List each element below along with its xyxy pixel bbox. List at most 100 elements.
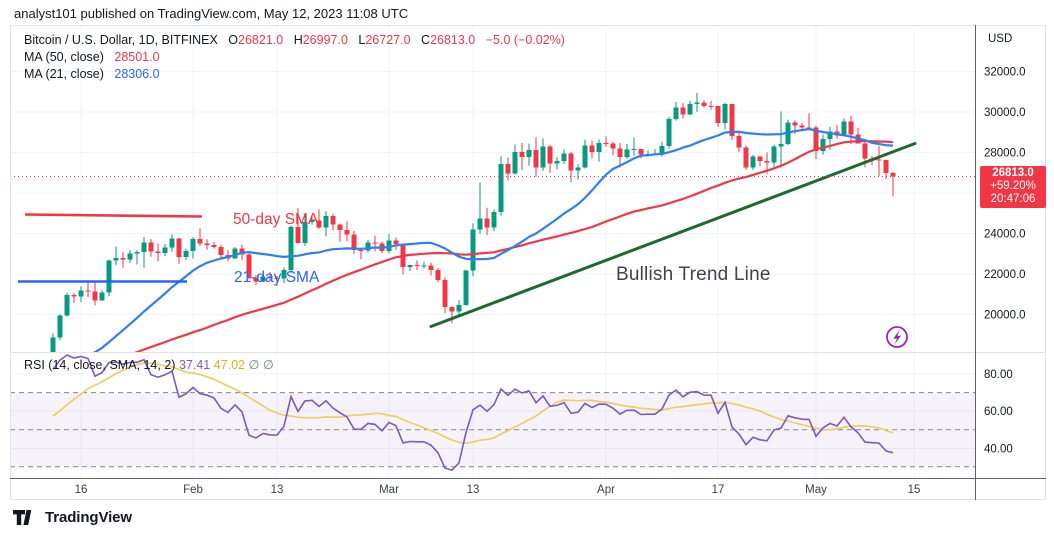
candle-body: [841, 121, 847, 136]
candle-body: [687, 104, 693, 115]
candle-body: [134, 252, 140, 254]
ma50-legend-row[interactable]: MA (50, close) 28501.0: [24, 50, 160, 64]
rsi-label: RSI (14, close, SMA, 14, 2): [24, 358, 176, 372]
ma50-value: 28501.0: [114, 50, 160, 64]
candle-body: [764, 160, 770, 163]
candle-body: [596, 143, 602, 152]
candle-body: [827, 131, 833, 139]
candle-body: [232, 248, 238, 259]
sma50-pointer-line[interactable]: [24, 213, 203, 218]
candle-body: [883, 160, 889, 174]
price-tick-label: 32000.0: [984, 67, 1026, 79]
candle-body: [57, 315, 63, 338]
rsi-legend-row[interactable]: RSI (14, close, SMA, 14, 2) 37.41 47.02 …: [24, 357, 274, 372]
rsi-sma-value: 47.02: [213, 358, 245, 372]
candle-body: [757, 156, 763, 161]
candle-body: [190, 238, 196, 252]
candle-body: [365, 242, 371, 251]
time-tick-label: Feb: [183, 484, 203, 496]
symbol-title: Bitcoin / U.S. Dollar, 1D, BITFINEX: [24, 33, 218, 47]
candle-body: [50, 337, 56, 352]
candle-body: [281, 269, 287, 279]
candle-body: [673, 107, 679, 120]
candle-body: [477, 218, 483, 230]
publish-header: analyst101 published on TradingView.com,…: [14, 6, 409, 21]
bar-close-countdown: 20:47:06: [990, 193, 1036, 205]
last-price-badge: 26813.0 +59.20% 20:47:06: [980, 166, 1046, 208]
candle-body: [708, 105, 714, 107]
candle-body: [253, 277, 259, 282]
tradingview-wordmark: TradingView: [45, 509, 132, 526]
lightning-icon: [893, 329, 901, 345]
boost-button[interactable]: [886, 326, 908, 348]
candles-layer: [50, 92, 896, 352]
candle-body: [155, 251, 161, 254]
candle-body: [302, 221, 308, 244]
candle-body: [148, 242, 154, 252]
candle-body: [533, 149, 539, 168]
candle-body: [414, 265, 420, 267]
price-tick-label: 22000.0: [984, 269, 1026, 281]
candle-body: [463, 270, 469, 306]
price-tick-label: 30000.0: [984, 107, 1026, 119]
time-tick-label: Apr: [597, 484, 615, 496]
candle-body: [470, 229, 476, 271]
price-tick-label: 20000.0: [984, 309, 1026, 321]
candle-body: [778, 143, 784, 147]
ohlc-change: −5.0 (−0.02%): [485, 33, 565, 47]
ohlc-high-label: H: [293, 33, 303, 47]
candle-body: [736, 135, 742, 148]
symbol-legend-row[interactable]: Bitcoin / U.S. Dollar, 1D, BITFINEX O268…: [24, 33, 565, 47]
rsi-empty-badge-1: ∅: [248, 358, 260, 372]
rsi-line: [52, 354, 894, 472]
candle-body: [351, 234, 357, 250]
candle-body: [575, 167, 581, 171]
ma21-legend-row[interactable]: MA (21, close) 28306.0: [24, 67, 160, 81]
candle-body: [204, 243, 210, 245]
rsi-empty-badge-2: ∅: [262, 358, 274, 372]
candle-body: [820, 138, 826, 151]
candle-body: [113, 258, 119, 261]
candle-body: [561, 153, 567, 162]
candle-body: [260, 276, 266, 282]
candle-body: [239, 248, 245, 255]
candle-body: [862, 143, 868, 159]
candle-body: [64, 294, 70, 316]
chart-frame: [10, 25, 1046, 500]
candle-body: [526, 149, 532, 158]
candle-body: [729, 104, 735, 136]
candle-body: [799, 125, 805, 128]
candle-body: [582, 145, 588, 168]
candle-body: [211, 244, 217, 247]
candle-body: [806, 127, 812, 129]
candle-body: [162, 247, 168, 254]
time-tick-label: 15: [908, 484, 921, 496]
rsi-tick-label: 60.00: [984, 406, 1013, 418]
sma21-annotation-label: 21-day SMA: [234, 269, 320, 286]
candle-body: [792, 122, 798, 126]
candle-body: [610, 143, 616, 149]
candle-body: [617, 148, 623, 157]
candle-body: [743, 147, 749, 168]
candle-body: [701, 102, 707, 106]
candle-body: [428, 265, 434, 270]
ohlc-low-value: 26727.0: [365, 33, 411, 47]
candle-body: [407, 265, 413, 267]
candle-body: [638, 149, 644, 155]
candle-body: [848, 121, 854, 135]
last-price-change-pct: +59.20%: [990, 180, 1036, 192]
candle-body: [323, 216, 329, 228]
candle-body: [85, 290, 91, 292]
tradingview-logo-icon: [13, 510, 32, 525]
candle-body: [813, 127, 819, 151]
tradingview-logo[interactable]: TradingView: [13, 509, 132, 526]
price-tick-label: 24000.0: [984, 228, 1026, 240]
candle-body: [92, 291, 98, 301]
sma50-annotation-label: 50-day SMA: [233, 211, 319, 228]
ma21-value: 28306.0: [114, 67, 160, 81]
candle-body: [106, 260, 112, 293]
candle-body: [449, 307, 455, 312]
bullish-trend-line[interactable]: [429, 142, 917, 328]
